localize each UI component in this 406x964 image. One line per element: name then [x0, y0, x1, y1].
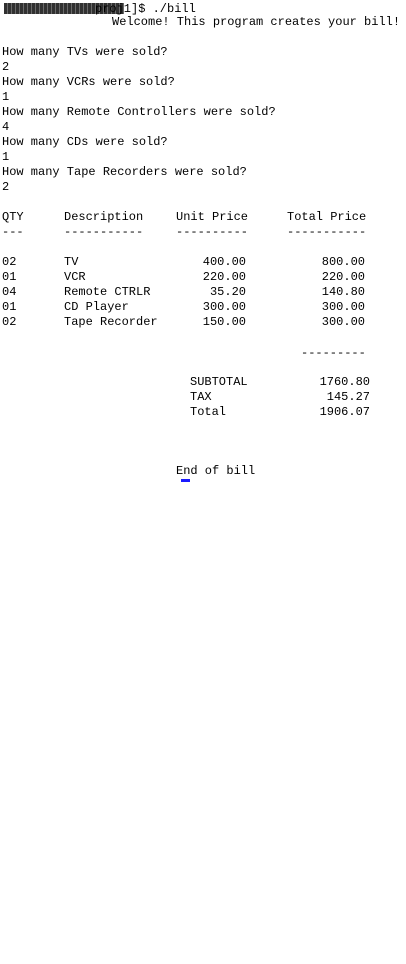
end-of-bill-message: End of bill	[176, 464, 256, 478]
question-cds: How many CDs were sold?	[2, 135, 168, 149]
terminal-window[interactable]: proj1]$ ./bill Welcome! This program cre…	[0, 0, 406, 482]
summary-value-total: 1906.07	[319, 405, 370, 419]
summary-label-tax: TAX	[190, 390, 212, 404]
row-total-price: 300.00	[321, 300, 365, 314]
total-separator: ---------	[301, 346, 366, 360]
row-unit-price: 300.00	[202, 300, 246, 314]
row-unit-price: 400.00	[202, 255, 246, 269]
underline-total-price: -----------	[287, 225, 367, 239]
underline-qty: ---	[2, 225, 24, 239]
row-unit-price: 35.20	[209, 285, 246, 299]
row-description: VCR	[64, 270, 86, 284]
underline-unit-price: ----------	[176, 225, 249, 239]
summary-value-tax: 145.27	[326, 390, 370, 404]
question-vcrs: How many VCRs were sold?	[2, 75, 175, 89]
answer-cds: 1	[2, 150, 10, 164]
welcome-message: Welcome! This program creates your bill!	[112, 15, 401, 29]
command-prompt: proj1]$ ./bill	[95, 2, 196, 16]
row-total-price: 300.00	[321, 315, 365, 329]
bill-row: 02 TV 400.00 800.00	[0, 255, 406, 540]
row-total-price: 140.80	[321, 285, 365, 299]
answer-tvs: 2	[2, 60, 10, 74]
row-qty: 02	[2, 315, 17, 329]
answer-tape-recorders: 2	[2, 180, 10, 194]
summary-value-subtotal: 1760.80	[319, 375, 370, 389]
row-total-price: 220.00	[321, 270, 365, 284]
redacted-user-host	[4, 3, 124, 14]
answer-remotes: 4	[2, 120, 10, 134]
terminal-cursor	[181, 479, 190, 482]
header-qty: QTY	[2, 210, 24, 224]
summary-label-subtotal: SUBTOTAL	[190, 375, 248, 389]
question-tape-recorders: How many Tape Recorders were sold?	[2, 165, 247, 179]
header-total-price: Total Price	[287, 210, 367, 224]
question-tvs: How many TVs were sold?	[2, 45, 168, 59]
row-unit-price: 150.00	[202, 315, 246, 329]
bill-table: QTY Description Unit Price Total Price -…	[0, 210, 406, 964]
row-qty: 01	[2, 270, 17, 284]
row-description: TV	[64, 255, 79, 269]
row-unit-price: 220.00	[202, 270, 246, 284]
summary-label-total: Total	[190, 405, 227, 419]
bill-row: 02 Tape Recorder 150.00 300.00	[0, 315, 406, 964]
row-description: Remote CTRLR	[64, 285, 151, 299]
row-description: CD Player	[64, 300, 129, 314]
header-description: Description	[64, 210, 144, 224]
row-total-price: 800.00	[321, 255, 365, 269]
bill-row: 04 Remote CTRLR 35.20 140.80	[0, 285, 406, 780]
row-qty: 04	[2, 285, 17, 299]
underline-description: -----------	[64, 225, 144, 239]
header-unit-price: Unit Price	[176, 210, 249, 224]
row-description: Tape Recorder	[64, 315, 158, 329]
row-qty: 02	[2, 255, 17, 269]
answer-vcrs: 1	[2, 90, 10, 104]
bill-row: 01 CD Player 300.00 300.00	[0, 300, 406, 900]
row-qty: 01	[2, 300, 17, 314]
question-remotes: How many Remote Controllers were sold?	[2, 105, 276, 119]
bill-row: 01 VCR 220.00 220.00	[0, 270, 406, 660]
